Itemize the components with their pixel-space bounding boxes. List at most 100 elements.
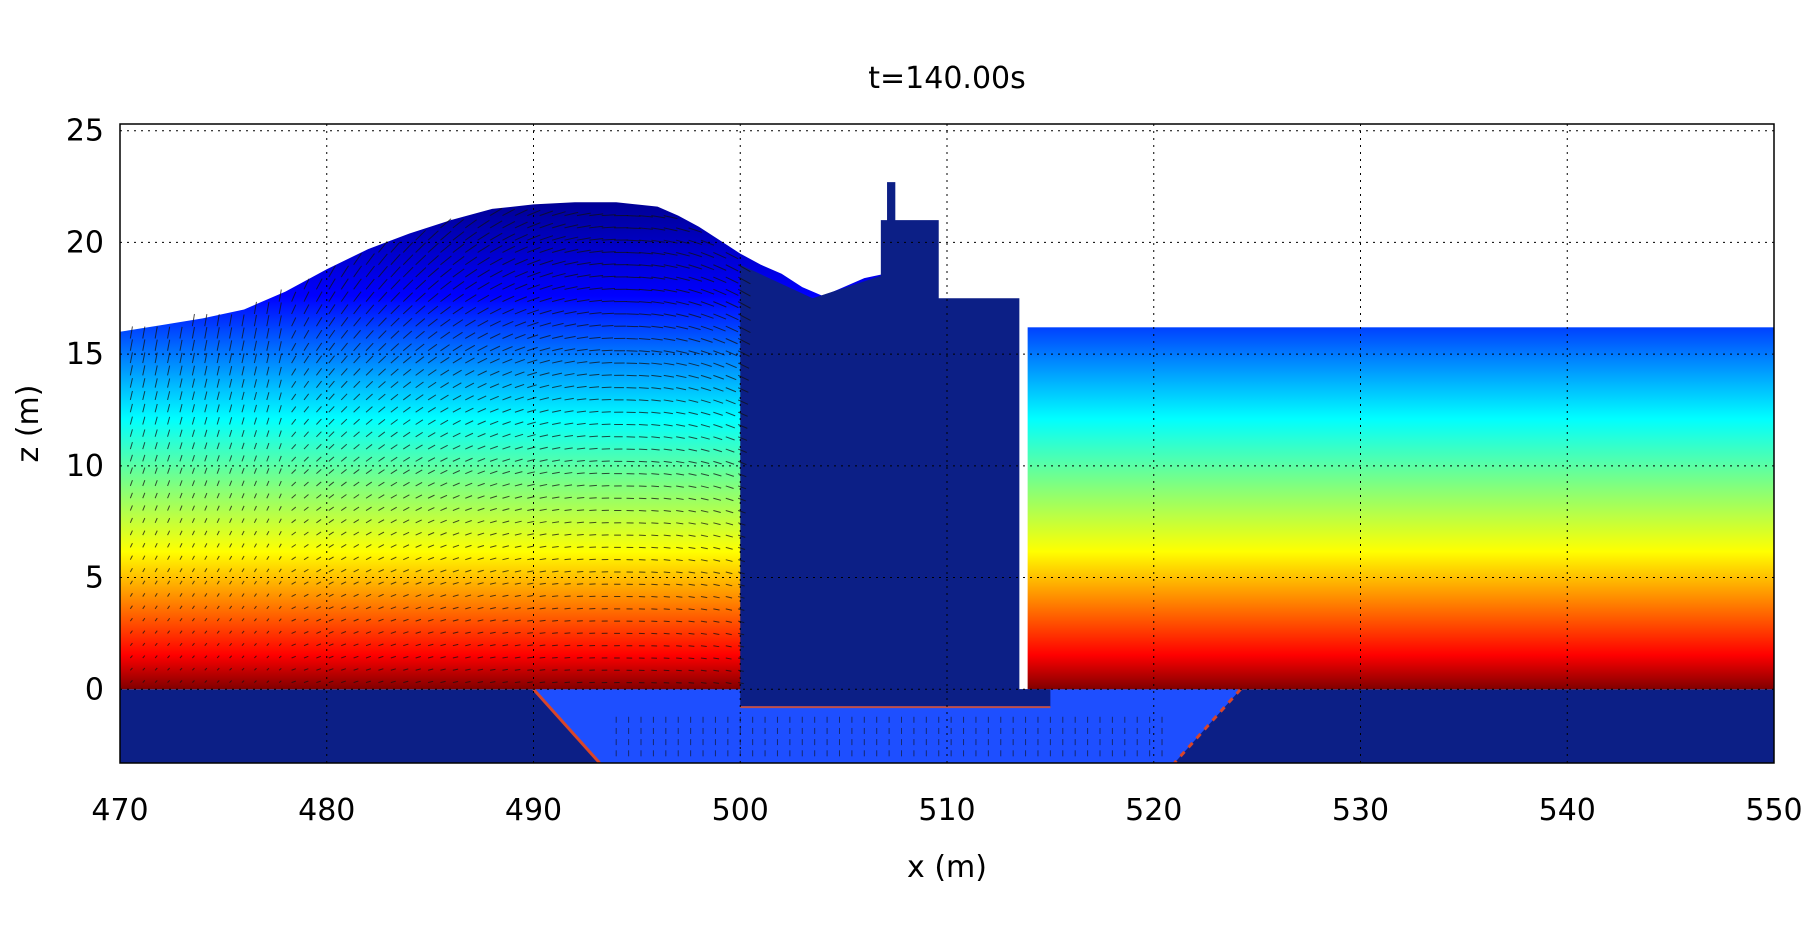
velocity-arrow [564,521,572,524]
velocity-arrow [415,242,427,253]
velocity-arrow [378,406,386,413]
velocity-arrow [415,618,422,622]
velocity-arrow [365,291,375,302]
velocity-arrow [651,313,664,317]
velocity-arrow [316,556,322,561]
velocity-arrow [266,505,270,511]
velocity-arrow [278,643,282,647]
velocity-arrow [229,366,233,376]
velocity-arrow [440,519,447,524]
velocity-arrow [191,454,195,462]
velocity-arrow [514,570,522,573]
velocity-arrow [713,338,726,344]
velocity-arrow [154,580,158,585]
velocity-arrow [552,570,559,573]
velocity-arrow [725,448,735,453]
velocity-arrow [676,387,687,391]
velocity-arrow [191,326,195,339]
velocity-arrow [427,331,438,339]
velocity-arrow [489,358,500,364]
velocity-arrow [191,492,195,499]
velocity-arrow [676,350,688,354]
velocity-arrow [402,419,411,425]
velocity-arrow [713,473,722,477]
velocity-arrow [576,212,591,217]
velocity-arrow [129,592,133,597]
velocity-arrow [154,416,158,425]
velocity-arrow [179,593,183,597]
y-tick-label: 15 [66,337,104,372]
velocity-arrow [291,531,297,536]
velocity-arrow [638,399,649,402]
velocity-arrow [179,505,183,511]
velocity-arrow [353,469,360,475]
velocity-arrow [539,384,550,389]
velocity-arrow [316,380,322,388]
velocity-arrow [378,606,384,610]
velocity-arrow [489,345,501,352]
velocity-arrow [266,442,270,450]
velocity-arrow [315,278,323,290]
velocity-arrow [266,404,270,413]
velocity-arrow [415,356,425,364]
velocity-arrow [378,618,384,622]
velocity-arrow [465,306,477,315]
velocity-arrow [527,209,541,217]
velocity-arrow [154,505,158,511]
velocity-arrow [415,494,423,499]
velocity-arrow [353,556,359,561]
velocity-arrow [465,507,473,511]
velocity-arrow [328,631,334,634]
velocity-arrow [340,506,347,511]
velocity-arrow [266,328,270,339]
velocity-arrow [129,617,133,622]
velocity-arrow [452,407,462,413]
velocity-arrow [154,352,158,364]
velocity-arrow [576,385,587,389]
velocity-arrow [738,510,746,514]
x-axis-label: x (m) [907,850,987,885]
velocity-arrow [725,301,739,309]
velocity-arrow [154,605,158,610]
y-tick-label: 20 [66,225,104,260]
velocity-arrow [725,608,733,611]
velocity-arrow [539,297,553,303]
velocity-arrow [378,494,385,499]
velocity-arrow [403,569,409,573]
velocity-arrow [440,557,447,561]
velocity-arrow [589,484,597,487]
velocity-arrow [353,380,361,388]
velocity-arrow [179,429,183,437]
velocity-arrow [216,543,220,548]
velocity-arrow [589,262,604,266]
velocity-arrow [551,372,563,376]
velocity-arrow [328,556,334,561]
velocity-arrow [465,395,474,401]
velocity-arrow [316,631,322,634]
velocity-arrow [564,211,579,217]
velocity-arrow [341,643,347,647]
velocity-arrow [353,317,362,327]
velocity-arrow [278,568,282,573]
velocity-arrow [253,391,257,401]
velocity-arrow [551,310,565,315]
velocity-arrow [328,431,335,438]
velocity-arrow [465,294,477,303]
velocity-arrow [316,506,322,511]
velocity-arrow [663,510,672,512]
velocity-arrow [390,330,400,339]
velocity-arrow [415,394,424,401]
velocity-arrow [365,643,372,647]
velocity-arrow [737,387,749,393]
velocity-arrow [663,485,672,488]
velocity-arrow [229,417,233,425]
velocity-arrow [378,631,384,634]
velocity-arrow [204,505,208,511]
velocity-arrow [564,286,578,290]
velocity-arrow [589,349,601,352]
velocity-arrow [676,301,690,306]
velocity-arrow [638,276,653,279]
velocity-arrow [552,471,560,475]
velocity-arrow [415,606,422,610]
velocity-arrow [427,280,439,290]
